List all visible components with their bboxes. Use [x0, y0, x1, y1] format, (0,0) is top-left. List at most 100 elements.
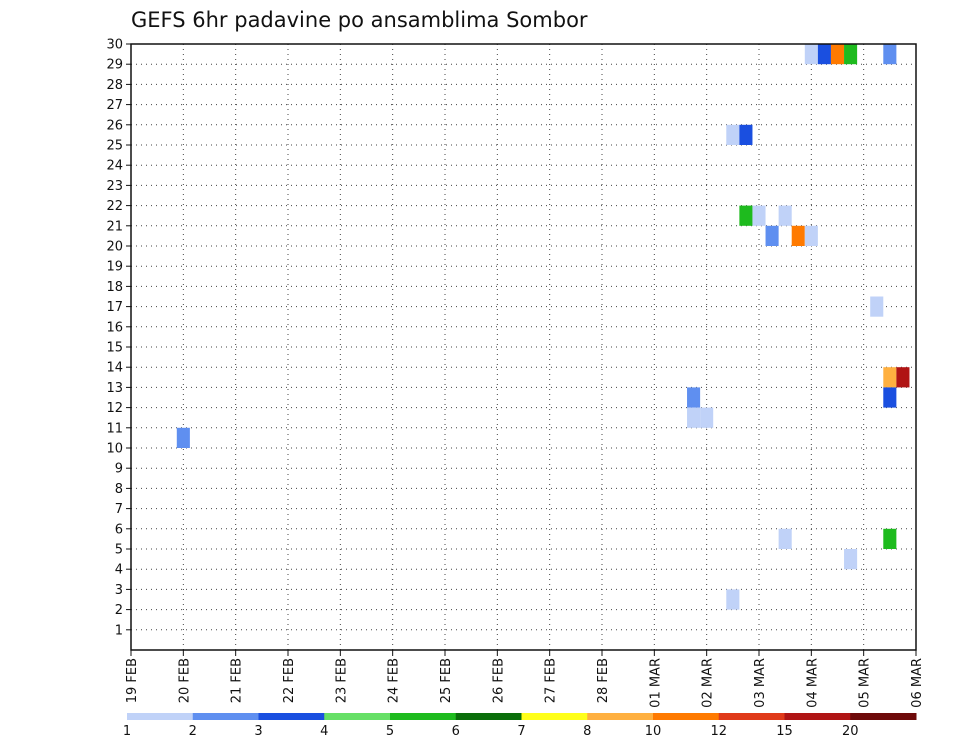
y-tick-label: 13: [106, 381, 123, 396]
colorbar-label: 2: [189, 724, 197, 739]
precip-cell: [778, 205, 792, 226]
x-tick-label: 22 FEB: [282, 658, 297, 703]
x-tick-label: 23 FEB: [334, 658, 349, 703]
x-tick-label: 06 MAR: [910, 658, 925, 708]
x-tick-label: 05 MAR: [858, 658, 873, 708]
colorbar-swatch: [390, 713, 457, 720]
precip-cell: [804, 225, 818, 246]
precip-cell: [817, 44, 831, 65]
precip-cell: [726, 589, 740, 610]
y-tick-label: 17: [106, 300, 123, 315]
colorbar-swatch: [127, 713, 194, 720]
precip-cell: [176, 427, 190, 448]
precip-cell: [739, 205, 753, 226]
x-tick-label: 20 FEB: [177, 658, 192, 703]
precip-cell: [883, 367, 897, 388]
precip-cell: [765, 225, 779, 246]
precip-cell: [700, 407, 714, 428]
y-tick-label: 20: [106, 240, 123, 255]
colorbar-label: 20: [842, 724, 859, 739]
colorbar-label: 12: [710, 724, 727, 739]
precip-cell: [778, 528, 792, 549]
colorbar-label: 7: [517, 724, 525, 739]
y-tick-label: 22: [106, 199, 123, 214]
precip-cell: [791, 225, 805, 246]
x-tick-label: 25 FEB: [439, 658, 454, 703]
precip-cell: [883, 387, 897, 408]
y-tick-label: 27: [106, 98, 123, 113]
y-tick-label: 24: [106, 159, 123, 174]
colorbar-label: 8: [583, 724, 591, 739]
y-tick-label: 8: [115, 482, 123, 497]
y-tick-label: 1: [115, 623, 123, 638]
x-tick-label: 19 FEB: [125, 658, 140, 703]
precip-cell: [739, 124, 753, 145]
precip-cell: [830, 44, 845, 65]
colorbar-label: 6: [452, 724, 460, 739]
y-tick-label: 28: [106, 78, 123, 93]
y-tick-label: 7: [115, 502, 123, 517]
x-tick-label: 27 FEB: [544, 658, 559, 703]
colorbar-swatch: [324, 713, 391, 720]
precip-cell: [726, 124, 740, 145]
y-tick-label: 4: [115, 563, 123, 578]
chart-title: GEFS 6hr padavine po ansamblima Sombor: [131, 8, 588, 32]
precip-cell: [844, 549, 858, 570]
x-tick-label: 02 MAR: [701, 658, 716, 708]
colorbar: 1 2 3 4 5 6 7 8 10 12 15 20: [123, 713, 917, 739]
y-tick-label: 21: [106, 219, 123, 234]
colorbar-swatch: [850, 713, 917, 720]
y-tick-label: 23: [106, 179, 123, 194]
x-tick-label: 01 MAR: [648, 658, 663, 708]
y-tick-label: 19: [106, 260, 123, 275]
grid-layer: [131, 44, 916, 650]
precip-cell: [870, 296, 884, 317]
x-tick-label: 26 FEB: [491, 658, 506, 703]
colorbar-swatch: [258, 713, 325, 720]
y-tick-label: 14: [106, 361, 123, 376]
colorbar-swatch: [587, 713, 654, 720]
y-tick-label: 12: [106, 401, 123, 416]
precip-cell: [896, 367, 910, 388]
colorbar-swatch: [521, 713, 588, 720]
precip-cell: [844, 44, 858, 65]
precip-cell: [687, 387, 701, 408]
colorbar-label: 3: [254, 724, 262, 739]
x-tick-label: 04 MAR: [805, 658, 820, 708]
y-tick-label: 3: [115, 583, 123, 598]
y-tick-label: 5: [115, 543, 123, 558]
y-tick-label: 16: [106, 320, 123, 335]
colorbar-swatch: [718, 713, 785, 720]
x-tick-label: 28 FEB: [596, 658, 611, 703]
y-tick-label: 6: [115, 522, 123, 537]
x-tick-label: 24 FEB: [387, 658, 402, 703]
plot-frame: [130, 43, 917, 651]
y-tick-label: 2: [115, 603, 123, 618]
precip-cell: [687, 407, 701, 428]
colorbar-label: 1: [123, 724, 131, 739]
y-tick-label: 18: [106, 280, 123, 295]
y-tick-label: 9: [115, 462, 123, 477]
y-tick-label: 26: [106, 118, 123, 133]
colorbar-label: 10: [645, 724, 662, 739]
y-tick-label: 10: [106, 442, 123, 457]
colorbar-swatch: [784, 713, 851, 720]
colorbar-swatch: [192, 713, 259, 720]
colorbar-swatch: [653, 713, 720, 720]
precip-cell: [883, 44, 897, 65]
y-tick-label: 25: [106, 139, 123, 154]
colorbar-label: 5: [386, 724, 394, 739]
y-axis: 1234567891011121314151617181920212223242…: [106, 38, 131, 638]
precip-cell: [804, 44, 818, 65]
y-tick-label: 29: [106, 58, 123, 73]
precip-cell: [752, 205, 766, 226]
data-cells: [176, 44, 910, 610]
x-tick-label: 03 MAR: [753, 658, 768, 708]
x-tick-label: 21 FEB: [230, 658, 245, 703]
y-tick-label: 15: [106, 341, 123, 356]
colorbar-label: 15: [776, 724, 793, 739]
colorbar-swatch: [455, 713, 522, 720]
precip-cell: [883, 528, 897, 549]
colorbar-label: 4: [320, 724, 328, 739]
